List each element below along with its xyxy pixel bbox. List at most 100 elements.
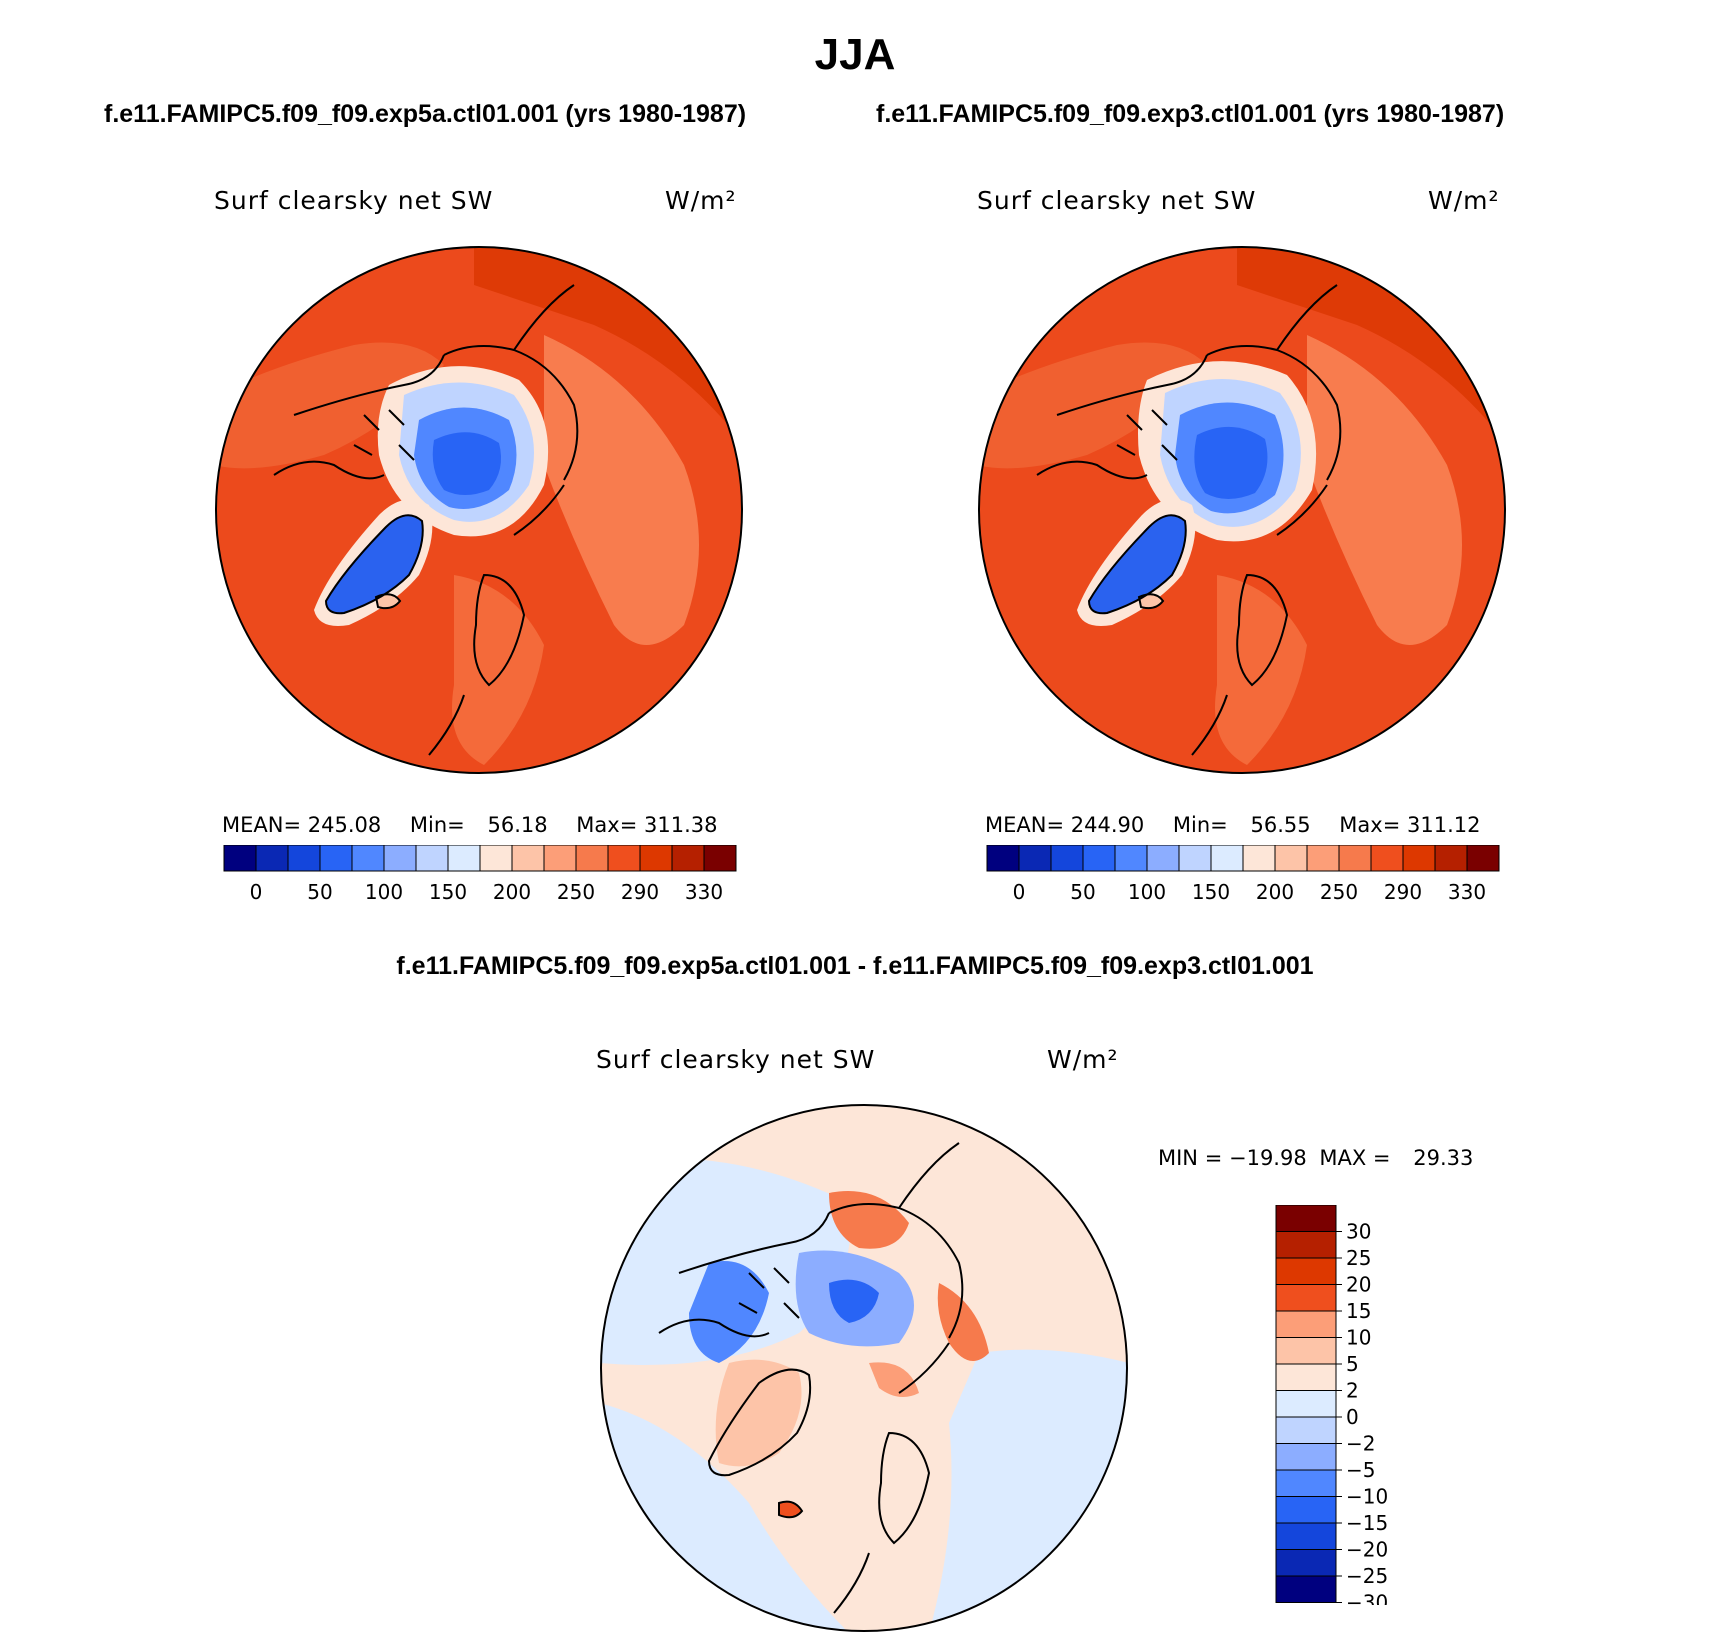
colorbar-tick-label: −2 [1346,1432,1375,1456]
colorbar-tick-label: 290 [621,880,659,904]
colorbar-swatch [1275,1205,1337,1232]
colorbar-swatch [1274,845,1308,872]
map-boundary [978,246,1506,774]
panel2-units: W/m² [1428,186,1500,215]
colorbar-tick-label: −5 [1346,1458,1375,1482]
colorbar-swatch [1050,845,1084,872]
colorbar-tick-label: 330 [1448,880,1486,904]
iceland [1139,594,1163,609]
polar-map-difference [600,1104,1128,1632]
colorbar-tick-label: 250 [557,880,595,904]
polar-map-model-b [978,246,1506,774]
diff-strong-positive [937,1283,989,1361]
colorbar-tick-label: −25 [1346,1564,1388,1588]
colorbar-swatch [1210,845,1244,872]
max-label: Max= [1339,813,1401,837]
max-value: 311.12 [1406,813,1481,837]
colorbar-tick-label: 150 [429,880,467,904]
colorbar-swatch [447,845,481,872]
colorbar-swatch [607,845,641,872]
colorbar-swatch [287,845,321,872]
diff-units: W/m² [1047,1045,1119,1074]
panel1-units: W/m² [665,186,737,215]
colorbar-swatch [1275,1522,1337,1550]
colorbar-tick-label: 50 [1070,880,1095,904]
diff-min-label: MIN = [1158,1146,1223,1170]
colorbar-swatch [543,845,577,872]
colorbar-tick-label: 100 [365,880,403,904]
colorbar-ticks: 0 50 100 150 200 250 290 330 [1013,880,1486,904]
mean-label: MEAN= [222,813,302,837]
colorbar-tick-label: 10 [1346,1326,1371,1350]
colorbar-swatches [1275,1205,1337,1603]
colorbar-swatch [703,845,737,872]
case-title-left: f.e11.FAMIPC5.f09_f09.exp5a.ctl01.001 (y… [104,100,747,128]
coastlines [273,284,579,756]
siberia-land [1307,335,1462,645]
mean-label: MEAN= [985,813,1065,837]
coastlines [658,1142,964,1614]
colorbar-swatch [479,845,513,872]
colorbar-tick-label: 200 [1256,880,1294,904]
colorbar-tick-label: 0 [1346,1405,1359,1429]
colorbar-tick-label: −15 [1346,1511,1388,1535]
colorbar-swatch [1082,845,1116,872]
colorbar-swatch [1275,1496,1337,1524]
colorbar-tick-label: 150 [1192,880,1230,904]
colorbar-swatch [1114,845,1148,872]
colorbar-swatch [1275,1549,1337,1577]
colorbar-tick-label: −30 [1346,1591,1388,1606]
diff-strong-negative [689,1261,769,1363]
colorbar-swatch [1275,1469,1337,1497]
colorbar-tick-label: −10 [1346,1485,1388,1509]
north-america-land [216,342,444,469]
greenland-diff [715,1359,802,1467]
colorbar-swatch [1275,1443,1337,1471]
colorbar-swatch [1275,1231,1337,1259]
colorbar-swatch [351,845,385,872]
colorbar-swatch [383,845,417,872]
diff-stats: MIN = −19.98 MAX = 29.33 [1158,1146,1473,1170]
arctic-ice-core [1194,426,1268,499]
colorbar-ticks: 0 50 100 150 200 250 290 330 [250,880,723,904]
greenland-ice [326,515,423,614]
north-america-land [979,342,1207,469]
colorbar-tick-label: 5 [1346,1352,1359,1376]
colorbar-swatch [986,845,1020,872]
colorbar-swatch [1275,1284,1337,1312]
colorbar-tick-label: 30 [1346,1220,1371,1244]
colorbar-tick-label: 50 [307,880,332,904]
europe-land [452,575,544,765]
colorbar-tick-label: 200 [493,880,531,904]
colorbar-swatch [1275,1257,1337,1285]
colorbar-swatch [1370,845,1404,872]
europe-land [1215,575,1307,765]
diff-max-label: MAX = [1319,1146,1391,1170]
colorbar-swatch [1275,1310,1337,1338]
coastlines [1036,284,1342,756]
panel1-stats: MEAN= 245.08 Min= 56.18 Max= 311.38 [222,813,717,837]
colorbar-tick-label: −20 [1346,1538,1388,1562]
colorbar-tick-label: 15 [1346,1299,1371,1323]
iceland [376,594,400,609]
colorbar-tick-label: 0 [1013,880,1026,904]
colorbar-swatch [1178,845,1212,872]
diff-max-value: 29.33 [1413,1146,1474,1170]
colorbar-swatch [1466,845,1500,872]
colorbar-swatch [1018,845,1052,872]
panel2-variable: Surf clearsky net SW [977,186,1257,215]
greenland-ice [1089,515,1186,614]
colorbar-tick-label: 0 [250,880,263,904]
min-label: Min= [409,813,465,837]
colorbar-swatch [1306,845,1340,872]
min-value: 56.55 [1250,813,1311,837]
max-value: 311.38 [643,813,718,837]
colorbar-swatch [1275,1363,1337,1391]
colorbar-swatch [1275,1575,1337,1603]
siberia-land [544,335,699,645]
colorbar-tick-label: 330 [685,880,723,904]
colorbar-swatch [1242,845,1276,872]
colorbar-model-b: 0 50 100 150 200 250 290 330 [986,845,1500,904]
colorbar-tick-label: 2 [1346,1379,1359,1403]
